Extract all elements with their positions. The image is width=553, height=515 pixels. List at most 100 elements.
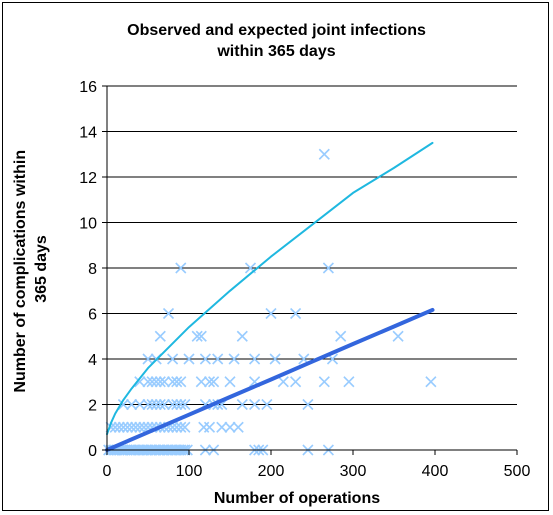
observed-point: [154, 330, 166, 342]
observed-point: [277, 376, 289, 388]
y-tick-label: 12: [79, 170, 97, 187]
observed-point: [228, 353, 240, 365]
chart-title: Observed and expected joint infections w…: [0, 20, 553, 62]
upper-limit-line: [106, 141, 434, 436]
observed-point: [117, 398, 129, 411]
observed-point: [191, 330, 203, 342]
observed-point: [322, 262, 334, 274]
observed-point: [150, 398, 162, 411]
y-tick-label: 6: [88, 307, 97, 324]
x-tick-label: 0: [103, 463, 112, 480]
observed-point: [154, 376, 166, 388]
y-tick-label: 14: [79, 125, 97, 142]
observed-point: [195, 330, 207, 342]
y-tick-label: 10: [79, 216, 97, 233]
observed-point: [265, 307, 277, 320]
chart-frame: [2, 2, 549, 511]
observed-point: [318, 376, 330, 388]
observed-point: [154, 398, 166, 411]
observed-point: [162, 307, 175, 320]
observed-point: [117, 421, 129, 433]
observed-point: [109, 421, 121, 433]
observed-point: [198, 421, 210, 433]
observed-point: [134, 376, 146, 388]
y-axis-title-line-2: 365 days: [33, 235, 50, 303]
x-tick-label: 200: [258, 463, 285, 480]
observed-point: [290, 376, 302, 388]
observed-point: [236, 330, 248, 342]
y-tick-label: 4: [88, 352, 97, 369]
y-tick-label: 0: [88, 443, 97, 460]
observed-point: [249, 353, 261, 365]
observed-point: [261, 398, 273, 411]
tick-labels: 0 2 4 6 8 10 12 14 16 0 100 200 300 400 500: [79, 79, 530, 480]
observed-points: [103, 148, 437, 456]
observed-point: [171, 421, 183, 433]
observed-point: [224, 376, 236, 388]
observed-point: [146, 398, 158, 411]
observed-point: [199, 353, 211, 365]
observed-point: [134, 398, 146, 411]
y-axis-title-line-1: Number of complications within: [12, 150, 29, 393]
observed-point: [175, 262, 187, 274]
observed-point: [126, 421, 138, 433]
y-axis-title: Number of complications within 365 days: [12, 145, 50, 392]
observed-point: [142, 376, 154, 388]
observed-point: [142, 398, 154, 411]
observed-point: [113, 421, 125, 433]
x-tick-label: 100: [176, 463, 203, 480]
observed-point: [167, 376, 179, 388]
observed-point: [203, 421, 216, 433]
observed-point: [425, 376, 437, 388]
x-tick-label: 400: [422, 463, 449, 480]
observed-point: [183, 353, 195, 365]
observed-point: [142, 353, 154, 365]
observed-point: [134, 421, 146, 433]
observed-point: [175, 376, 187, 388]
grid-lines: [107, 85, 517, 405]
x-axis-title: Number of operations: [214, 490, 380, 507]
chart-title-line-1: Observed and expected joint infections: [127, 22, 426, 39]
observed-point: [224, 421, 236, 433]
observed-point: [167, 353, 179, 365]
observed-point: [392, 330, 404, 342]
observed-point: [302, 398, 314, 411]
observed-point: [212, 353, 224, 365]
observed-point: [171, 376, 183, 388]
observed-point: [146, 376, 158, 388]
observed-point: [179, 398, 191, 411]
observed-point: [126, 398, 138, 411]
observed-point: [232, 421, 244, 433]
observed-point: [249, 398, 261, 411]
x-tick-label: 500: [504, 463, 531, 480]
series-layer: [103, 141, 437, 456]
observed-point: [236, 398, 248, 411]
observed-point: [167, 398, 179, 411]
axes: [102, 85, 518, 455]
observed-point: [150, 376, 162, 388]
observed-point: [343, 376, 355, 388]
expected-line: [105, 307, 435, 452]
observed-point: [318, 148, 330, 160]
y-tick-label: 8: [88, 261, 97, 278]
observed-point: [335, 330, 347, 342]
observed-point: [269, 353, 281, 365]
observed-point: [203, 376, 216, 388]
y-tick-label: 2: [88, 398, 97, 415]
x-tick-label: 300: [340, 463, 367, 480]
chart-title-line-2: within 365 days: [217, 43, 336, 60]
observed-point: [175, 421, 187, 433]
observed-point: [195, 376, 207, 388]
observed-point: [158, 376, 170, 388]
observed-point: [121, 421, 134, 433]
observed-point: [216, 421, 228, 433]
observed-point: [158, 398, 170, 411]
observed-point: [175, 398, 187, 411]
observed-point: [171, 398, 183, 411]
observed-point: [290, 307, 302, 320]
observed-point: [130, 421, 142, 433]
y-tick-label: 16: [79, 79, 97, 96]
observed-point: [179, 421, 191, 433]
observed-point: [208, 376, 220, 388]
